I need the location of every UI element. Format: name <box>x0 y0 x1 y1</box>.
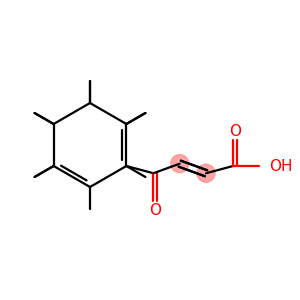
Circle shape <box>171 155 189 173</box>
Text: O: O <box>149 203 161 218</box>
Text: O: O <box>229 124 241 139</box>
Text: OH: OH <box>269 158 292 173</box>
Circle shape <box>197 164 215 182</box>
